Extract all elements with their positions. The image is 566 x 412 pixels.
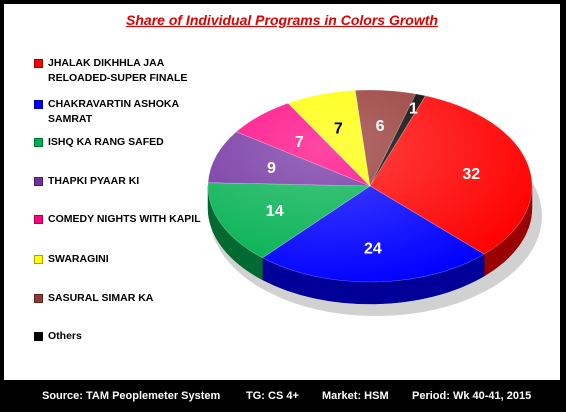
- data-label: 1: [409, 101, 418, 118]
- chart-title: Share of Individual Programs in Colors G…: [126, 12, 438, 28]
- legend-item: JHALAK DIKHHLA JAA RELOADED-SUPER FINALE: [34, 56, 187, 86]
- legend-swatch: [34, 59, 43, 68]
- legend-swatch: [34, 332, 43, 341]
- legend-label: CHAKRAVARTIN ASHOKA SAMRAT: [48, 98, 180, 125]
- legend-label: SASURAL SIMAR KA: [48, 292, 154, 304]
- legend-label: JHALAK DIKHHLA JAA RELOADED-SUPER FINALE: [48, 57, 188, 84]
- data-label: 32: [462, 166, 480, 183]
- legend-item: SWARAGINI: [34, 252, 109, 267]
- footer-bar: Source: TAM Peoplemeter System TG: CS 4+…: [0, 384, 566, 408]
- legend-label: COMEDY NIGHTS WITH KAPIL: [48, 213, 201, 225]
- chart-frame: Share of Individual Programs in Colors G…: [4, 4, 560, 380]
- data-label: 7: [295, 134, 304, 151]
- pie-chart: 32 24 14 9 7 7 6 1: [207, 89, 542, 316]
- pie-gloss: [208, 90, 532, 282]
- legend-swatch: [34, 100, 43, 109]
- data-label: 6: [376, 118, 385, 135]
- legend-item: CHAKRAVARTIN ASHOKA SAMRAT: [34, 97, 179, 127]
- data-label: 9: [267, 160, 276, 177]
- data-label: 14: [266, 203, 284, 220]
- legend-swatch: [34, 138, 43, 147]
- legend-swatch: [34, 177, 43, 186]
- legend-label: Others: [48, 330, 82, 342]
- legend-item: ISHQ KA RANG SAFED: [34, 135, 164, 150]
- legend-item: SASURAL SIMAR KA: [34, 291, 153, 306]
- data-label: 7: [334, 121, 343, 138]
- legend-item: Others: [34, 329, 82, 344]
- legend-swatch: [34, 215, 43, 224]
- footer-tg: TG: CS 4+: [246, 390, 299, 402]
- footer-source: Source: TAM Peoplemeter System: [42, 390, 221, 402]
- legend-label: SWARAGINI: [48, 253, 109, 265]
- legend-label: ISHQ KA RANG SAFED: [48, 136, 164, 148]
- legend-item: THAPKI PYAAR KI: [34, 174, 139, 189]
- footer-market: Market: HSM: [322, 390, 389, 402]
- legend-swatch: [34, 255, 43, 264]
- legend-label: THAPKI PYAAR KI: [48, 175, 140, 187]
- data-label: 24: [364, 240, 382, 257]
- legend-item: COMEDY NIGHTS WITH KAPIL: [34, 212, 201, 227]
- legend-swatch: [34, 294, 43, 303]
- footer-period: Period: Wk 40-41, 2015: [412, 390, 532, 402]
